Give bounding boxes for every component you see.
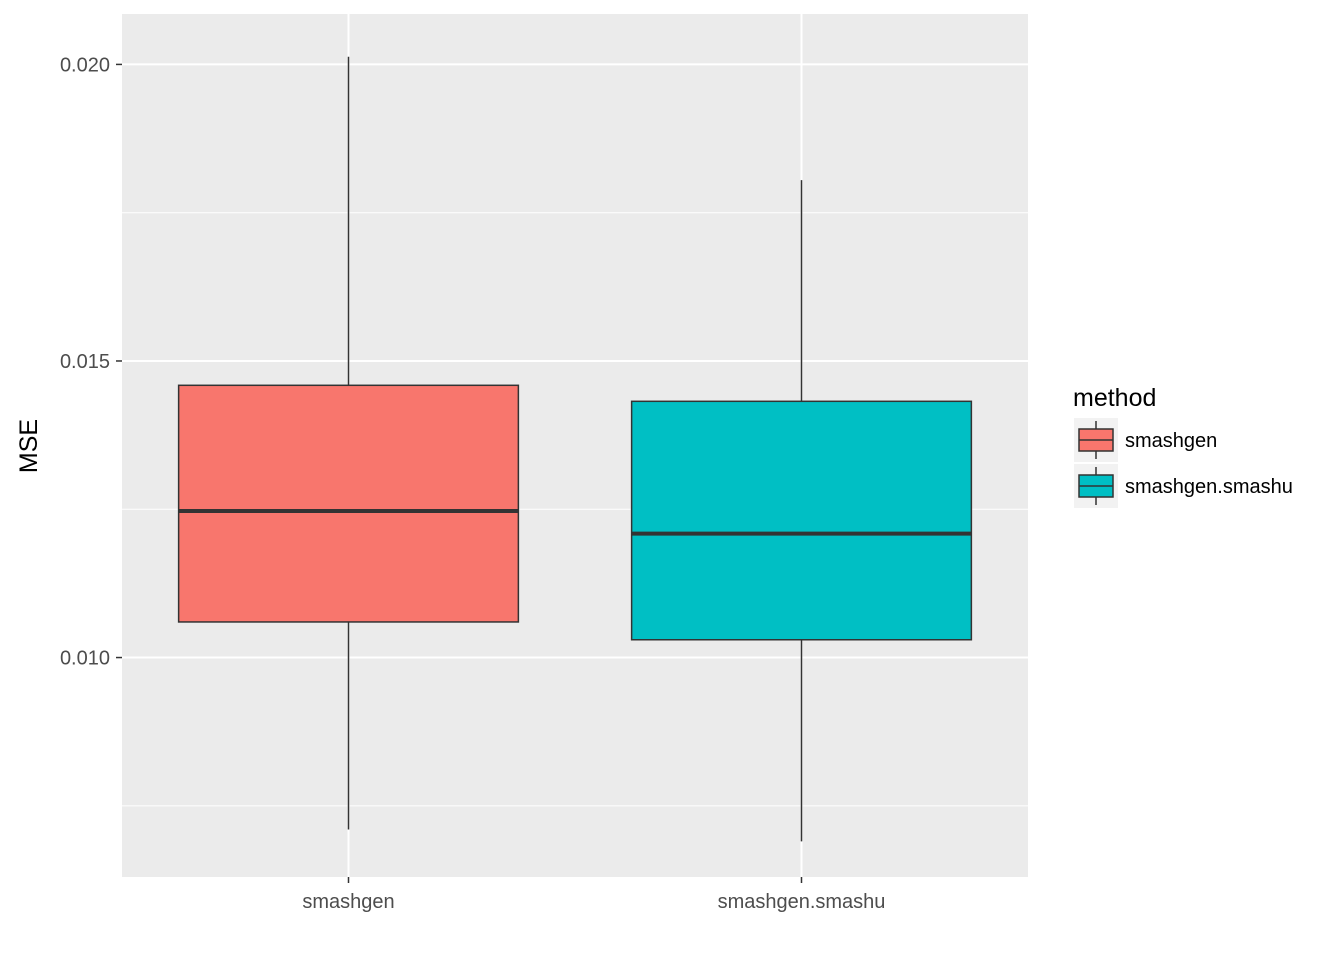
x-axis: smashgen smashgen.smashu [302,877,885,913]
box-smashgen [177,56,520,830]
y-tick-label: 0.010 [60,648,110,670]
y-tick-label: 0.015 [60,351,110,373]
y-axis: 0.010 0.015 0.020 [60,54,122,670]
legend-item-smashgen.smashu: smashgen.smashu [1074,464,1293,508]
legend-title: method [1073,384,1156,412]
legend-label: smashgen.smashu [1125,476,1293,498]
y-axis-title: MSE [15,419,43,473]
legend-label: smashgen [1125,430,1217,452]
x-tick-label: smashgen [302,891,394,913]
boxes-group [177,56,973,842]
legend: method smashgen smashgen.smashu [1073,384,1293,508]
y-tick-label: 0.020 [60,54,110,76]
x-tick-label: smashgen.smashu [718,891,886,913]
box-smashgen.smashu [630,180,973,842]
box-iqr [177,384,520,623]
legend-item-smashgen: smashgen [1074,418,1217,462]
box-iqr [630,400,973,641]
